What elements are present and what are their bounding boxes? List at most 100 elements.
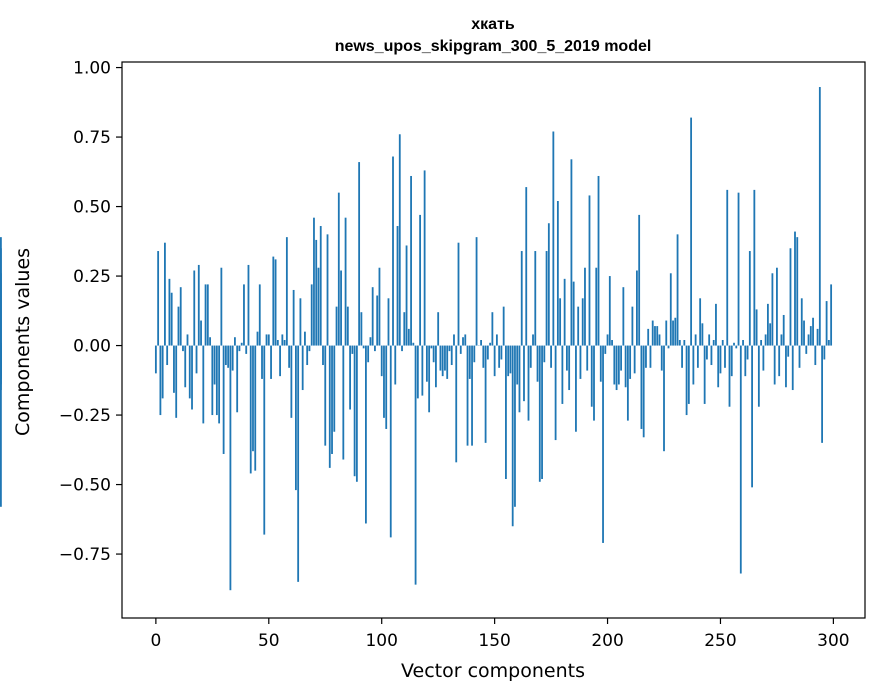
bar-33 xyxy=(229,345,232,591)
bar-272 xyxy=(769,323,772,346)
bar-251 xyxy=(721,340,724,346)
bar-192 xyxy=(588,195,591,346)
bar-59 xyxy=(288,345,291,368)
bar-267 xyxy=(757,345,760,407)
bar-133 xyxy=(455,345,458,463)
bar-229 xyxy=(672,320,674,346)
bar-194 xyxy=(593,345,595,421)
x-tick-label: 100 xyxy=(365,631,397,651)
bar-205 xyxy=(617,345,620,385)
x-tick-label: 0 xyxy=(150,631,161,651)
bar-undefined xyxy=(0,345,2,391)
bar-9 xyxy=(175,345,178,418)
bar-111 xyxy=(405,245,408,346)
bar-198 xyxy=(602,345,604,543)
bar-254 xyxy=(728,345,731,407)
bar-4 xyxy=(164,242,166,346)
bar-195 xyxy=(595,267,598,346)
bar-247 xyxy=(712,340,715,346)
y-tick-label: −0.75 xyxy=(59,545,111,565)
bar-134 xyxy=(457,242,460,346)
bar-157 xyxy=(509,345,512,374)
bar-34 xyxy=(231,345,234,371)
bar-249 xyxy=(717,345,720,388)
bar-103 xyxy=(387,298,390,346)
bar-10 xyxy=(177,306,180,346)
bar-201 xyxy=(608,276,611,346)
bar-3 xyxy=(161,345,164,399)
x-tick-label: 250 xyxy=(704,631,736,651)
bar-136 xyxy=(462,337,464,346)
bar-44 xyxy=(254,345,257,471)
bar-184 xyxy=(570,159,573,346)
bar-98 xyxy=(376,295,379,346)
bar-273 xyxy=(771,273,774,346)
bar-226 xyxy=(665,320,668,346)
x-axis-label: Vector components xyxy=(401,660,585,682)
bar-168 xyxy=(534,251,537,346)
bar-160 xyxy=(516,345,519,385)
bar-0 xyxy=(154,345,157,374)
bar-39 xyxy=(243,284,245,346)
bar-27 xyxy=(215,345,218,416)
bar-295 xyxy=(821,345,823,443)
bar-236 xyxy=(687,345,690,404)
bar-147 xyxy=(486,345,489,360)
y-tick-label: 1.00 xyxy=(73,59,111,79)
bar-41 xyxy=(247,264,250,346)
bar-130 xyxy=(448,345,451,352)
bar-178 xyxy=(556,201,559,346)
y-tick-label: −0.25 xyxy=(59,406,111,426)
bar-127 xyxy=(441,345,444,377)
bar-58 xyxy=(285,237,288,346)
bar-242 xyxy=(701,323,704,346)
bar-141 xyxy=(473,345,476,363)
bar-84 xyxy=(344,217,347,346)
bar-271 xyxy=(766,303,769,346)
bar-204 xyxy=(615,345,618,391)
bar-undefined xyxy=(0,345,2,507)
bar-31 xyxy=(224,345,227,366)
bar-166 xyxy=(529,345,532,368)
bar-286 xyxy=(800,298,803,346)
bar-undefined xyxy=(0,248,2,346)
bar-210 xyxy=(629,345,632,379)
bar-110 xyxy=(403,312,406,346)
bar-175 xyxy=(550,345,552,368)
chart-subtitle: news_upos_skipgram_300_5_2019 model xyxy=(335,38,652,55)
bar-174 xyxy=(547,223,550,346)
bar-79 xyxy=(333,345,336,432)
bar-51 xyxy=(270,345,272,379)
bar-22 xyxy=(204,284,207,346)
bar-90 xyxy=(358,162,361,346)
bar-50 xyxy=(267,334,270,346)
bar-96 xyxy=(371,287,374,346)
bar-180 xyxy=(561,345,564,404)
bar-132 xyxy=(453,334,455,346)
bar-261 xyxy=(744,345,747,377)
x-tick-label: 300 xyxy=(817,631,849,651)
bar-71 xyxy=(315,239,318,346)
bar-156 xyxy=(507,345,510,377)
bar-220 xyxy=(651,320,654,346)
bar-282 xyxy=(791,345,794,391)
bar-7 xyxy=(170,292,173,346)
bar-93 xyxy=(365,345,367,524)
bar-252 xyxy=(724,345,726,368)
bar-165 xyxy=(527,345,530,421)
bar-97 xyxy=(374,345,376,352)
bar-6 xyxy=(168,278,171,346)
bar-154 xyxy=(502,306,505,346)
bar-80 xyxy=(335,306,338,346)
bar-270 xyxy=(764,334,767,346)
bar-188 xyxy=(579,345,582,379)
bar-268 xyxy=(760,340,763,346)
bar-43 xyxy=(252,345,254,452)
bar-115 xyxy=(414,345,417,585)
bar-24 xyxy=(209,337,211,346)
bar-182 xyxy=(565,345,568,371)
bar-68 xyxy=(308,345,311,352)
bar-107 xyxy=(396,226,399,346)
bar-299 xyxy=(830,284,833,346)
